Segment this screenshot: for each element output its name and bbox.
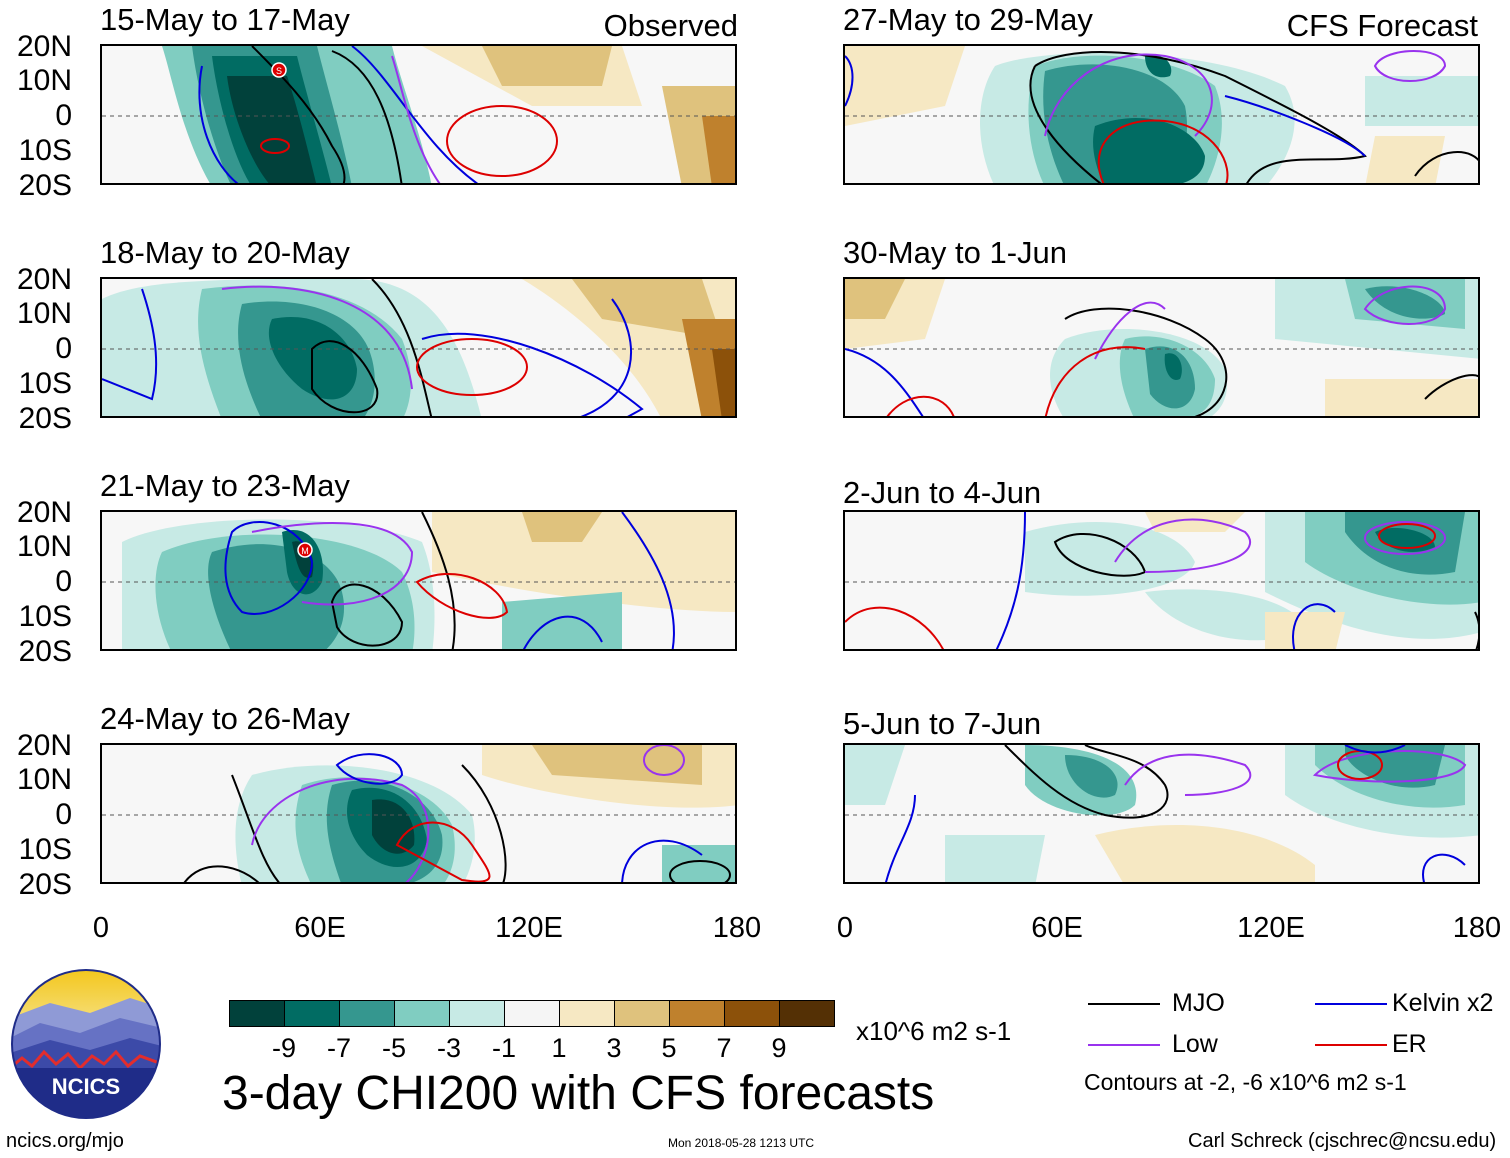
- colorbar-cell: [669, 1000, 725, 1027]
- colorbar-label: -1: [491, 1033, 516, 1063]
- colorbar-label: 9: [771, 1033, 787, 1063]
- legend-line-mjo: [1088, 1003, 1160, 1005]
- panel-title-5: 27-May to 29-May: [843, 2, 1093, 37]
- cfs-forecast-label: CFS Forecast: [1286, 8, 1478, 43]
- colorbar-cell: [339, 1000, 395, 1027]
- footer-timestamp: Mon 2018-05-28 1213 UTC: [668, 1136, 815, 1150]
- colorbar-cell: [504, 1000, 560, 1027]
- legend-label-low: Low: [1172, 1030, 1218, 1058]
- panel-title-8: 5-Jun to 7-Jun: [843, 706, 1042, 741]
- colorbar-cell: [284, 1000, 340, 1027]
- colorbar-label: 5: [661, 1033, 677, 1063]
- colorbar-cell: [449, 1000, 505, 1027]
- colorbar-label: -5: [381, 1033, 406, 1063]
- footer-credit: Carl Schreck (cjschrec@ncsu.edu): [1188, 1130, 1497, 1152]
- map-panel-1: S: [100, 44, 737, 185]
- observed-label: Observed: [603, 8, 738, 43]
- map-panel-3: M: [100, 510, 737, 651]
- legend-label-mjo: MJO: [1172, 989, 1225, 1017]
- map-panel-6: [843, 277, 1480, 418]
- colorbar-label: -7: [326, 1033, 351, 1063]
- legend-line-er: [1315, 1044, 1387, 1046]
- map-panel-5: [843, 44, 1480, 185]
- colorbar-units: x10^6 m2 s-1: [856, 1016, 1012, 1046]
- colorbar-cell: [394, 1000, 450, 1027]
- s-marker: S: [276, 66, 282, 76]
- legend-label-kelvin: Kelvin x2: [1392, 989, 1494, 1017]
- panel-title-4: 24-May to 26-May: [100, 701, 350, 736]
- panel-title-3: 21-May to 23-May: [100, 468, 350, 503]
- colorbar-cell: [779, 1000, 835, 1027]
- colorbar-cell: [724, 1000, 780, 1027]
- colorbar-label: -9: [271, 1033, 296, 1063]
- legend-label-er: ER: [1392, 1030, 1427, 1058]
- colorbar-label: 7: [716, 1033, 732, 1063]
- colorbar-label: 1: [551, 1033, 567, 1063]
- panel-title-7: 2-Jun to 4-Jun: [843, 475, 1042, 510]
- panel-title-1: 15-May to 17-May: [100, 2, 350, 37]
- svg-text:NCICS: NCICS: [52, 1074, 120, 1099]
- panel-title-2: 18-May to 20-May: [100, 235, 350, 270]
- ncics-logo: NCICS: [10, 968, 162, 1120]
- footer-url: ncics.org/mjo: [6, 1130, 124, 1152]
- map-panel-2: [100, 277, 737, 418]
- map-panel-8: [843, 743, 1480, 884]
- m-marker: M: [301, 546, 309, 556]
- colorbar-cell: [559, 1000, 615, 1027]
- colorbar-cell: [229, 1000, 285, 1027]
- panel-title-6: 30-May to 1-Jun: [843, 235, 1067, 270]
- map-panel-7: [843, 510, 1480, 651]
- map-panel-4: [100, 743, 737, 884]
- colorbar-cell: [614, 1000, 670, 1027]
- main-title: 3-day CHI200 with CFS forecasts: [222, 1067, 935, 1120]
- legend-note: Contours at -2, -6 x10^6 m2 s-1: [1084, 1069, 1407, 1095]
- colorbar-label: -3: [436, 1033, 461, 1063]
- legend-line-low: [1088, 1044, 1160, 1046]
- colorbar-label: 3: [606, 1033, 622, 1063]
- legend-line-kelvin: [1315, 1003, 1387, 1005]
